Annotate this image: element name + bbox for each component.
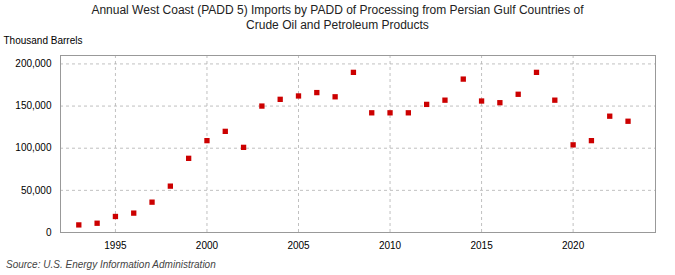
svg-text:200,000: 200,000 [15,58,52,69]
svg-text:0: 0 [46,227,52,238]
svg-text:50,000: 50,000 [21,185,52,196]
svg-text:150,000: 150,000 [15,100,52,111]
svg-text:2010: 2010 [379,240,402,251]
svg-text:1995: 1995 [104,240,127,251]
html-text:Source: U.S. Energy Informatio: Source: U.S. Energy Information Administ… [6,259,216,270]
svg-text:2000: 2000 [196,240,219,251]
svg-text:2020: 2020 [562,240,585,251]
svg-text:2015: 2015 [470,240,493,251]
svg-text:100,000: 100,000 [15,142,52,153]
html-text:Annual West Coast (PADD 5) Imp: Annual West Coast (PADD 5) Imports by PA… [91,3,584,32]
svg-text:Thousand Barrels: Thousand Barrels [4,35,83,46]
svg-text:2005: 2005 [287,240,310,251]
